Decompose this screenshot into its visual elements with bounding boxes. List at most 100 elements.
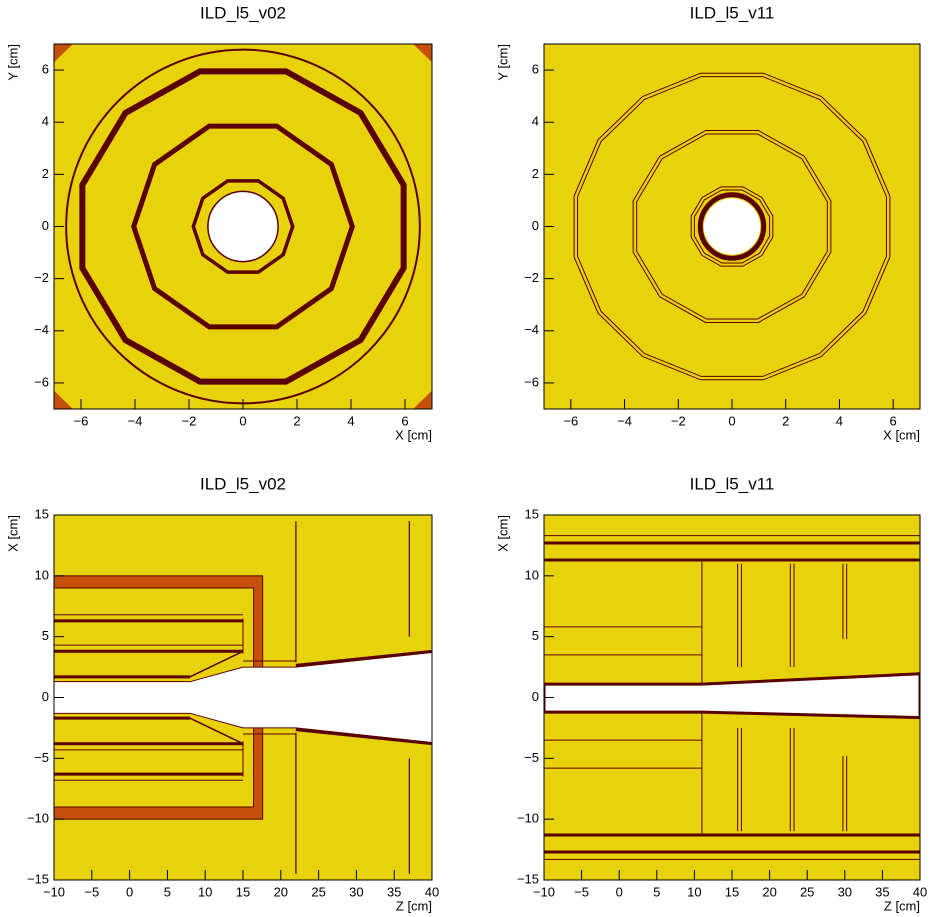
- layer: [693, 189, 771, 264]
- x-tick-label: 15: [236, 884, 250, 899]
- x-tick-label: −6: [74, 413, 89, 428]
- layer: [573, 72, 891, 381]
- x-axis-label: X [cm]: [883, 427, 920, 442]
- layer: [690, 186, 774, 267]
- y-tick-label: −10: [27, 811, 49, 826]
- x-tick-label: 5: [653, 884, 660, 899]
- x-tick-label: 40: [425, 884, 439, 899]
- y-tick-label: −2: [34, 270, 49, 285]
- x-tick-label: 35: [875, 884, 889, 899]
- x-tick-label: −10: [533, 884, 555, 899]
- chart-title: ILD_l5_v11: [690, 3, 775, 22]
- y-tick-label: 4: [532, 114, 539, 129]
- corner-volume: [54, 390, 73, 409]
- beam-pipe: [544, 672, 920, 720]
- y-tick-label: 6: [42, 62, 49, 77]
- layer: [577, 76, 887, 377]
- y-axis-label: X [cm]: [495, 515, 510, 552]
- x-tick-label: 0: [728, 413, 735, 428]
- x-tick-label: 10: [687, 884, 701, 899]
- x-tick-label: 25: [311, 884, 325, 899]
- layer: [632, 130, 832, 323]
- y-tick-label: 0: [532, 689, 539, 704]
- x-tick-label: 4: [836, 413, 843, 428]
- y-tick-label: −6: [34, 374, 49, 389]
- plot-area: [544, 515, 920, 880]
- y-tick-label: 4: [42, 114, 49, 129]
- y-tick-label: −5: [524, 750, 539, 765]
- plot-area: [54, 515, 432, 880]
- corner-volume: [54, 44, 73, 63]
- x-tick-label: 35: [387, 884, 401, 899]
- y-axis-label: Y [cm]: [495, 44, 510, 81]
- y-tick-label: 2: [42, 166, 49, 181]
- chart-title: ILD_l5_v02: [200, 3, 286, 22]
- y-tick-label: 10: [35, 567, 49, 582]
- cone: [295, 727, 432, 746]
- y-tick-label: −5: [34, 750, 49, 765]
- corner-volume: [413, 390, 432, 409]
- corner-volume: [413, 44, 432, 63]
- inner-layer: [697, 192, 767, 261]
- y-tick-label: 2: [532, 166, 539, 181]
- y-tick-label: 6: [532, 62, 539, 77]
- y-axis-label: Y [cm]: [5, 44, 20, 81]
- x-tick-label: −6: [563, 413, 578, 428]
- y-tick-label: −10: [517, 811, 539, 826]
- chart-title: ILD_l5_v02: [200, 474, 286, 493]
- panel: ILD_l5_v11 X [cm] Y [cm] −6 −4 −2 0 2 4 6 −6 −4 −2 0 2…: [495, 3, 921, 442]
- x-axis-label: X [cm]: [395, 427, 432, 442]
- x-tick-label: −4: [128, 413, 143, 428]
- x-tick-label: 6: [401, 413, 408, 428]
- x-tick-label: 20: [274, 884, 288, 899]
- x-tick-label: 0: [239, 413, 246, 428]
- y-tick-label: 5: [42, 628, 49, 643]
- y-tick-label: −4: [34, 322, 49, 337]
- x-tick-label: 30: [838, 884, 852, 899]
- x-tick-label: 40: [913, 884, 927, 899]
- x-tick-label: −4: [617, 413, 632, 428]
- x-tick-label: 0: [126, 884, 133, 899]
- x-tick-label: 4: [347, 413, 354, 428]
- y-tick-label: −15: [517, 871, 539, 886]
- x-tick-label: −2: [671, 413, 686, 428]
- x-tick-label: 10: [198, 884, 212, 899]
- y-tick-label: 10: [525, 567, 539, 582]
- x-tick-label: 5: [164, 884, 171, 899]
- ladder: [189, 717, 244, 745]
- plot-area: [54, 44, 432, 409]
- y-tick-label: 0: [42, 218, 49, 233]
- layer: [636, 133, 828, 320]
- y-tick-label: 15: [525, 506, 539, 521]
- y-tick-label: 0: [42, 689, 49, 704]
- panel: ILD_l5_v02 X [cm] Y [cm] −6 −4 −2 0 2 4 6 −6 −4 −2 0 2…: [5, 3, 433, 442]
- x-tick-label: −5: [574, 884, 589, 899]
- x-tick-label: 25: [800, 884, 814, 899]
- x-tick-label: 6: [890, 413, 897, 428]
- y-tick-label: −4: [524, 322, 539, 337]
- x-tick-label: −10: [43, 884, 65, 899]
- x-tick-label: 15: [725, 884, 739, 899]
- panel: ILD_l5_v02 Z [cm] X [cm] −10 −5 0 5 10 15 20 25 30 3…: [5, 474, 439, 913]
- x-axis-label: Z [cm]: [884, 898, 920, 913]
- y-tick-label: −6: [524, 374, 539, 389]
- cone: [295, 649, 432, 668]
- y-tick-label: −2: [524, 270, 539, 285]
- beam-pipe: [54, 651, 432, 744]
- chart-title: ILD_l5_v11: [690, 474, 775, 493]
- y-tick-label: −15: [27, 871, 49, 886]
- plot-area: [544, 44, 920, 409]
- beam-pipe: [703, 198, 761, 255]
- x-tick-label: 2: [293, 413, 300, 428]
- y-axis-label: X [cm]: [5, 515, 20, 552]
- x-tick-label: 20: [762, 884, 776, 899]
- y-tick-label: 0: [532, 218, 539, 233]
- x-tick-label: 0: [616, 884, 623, 899]
- layer: [131, 123, 355, 330]
- x-tick-label: −5: [84, 884, 99, 899]
- layer: [191, 179, 295, 274]
- ladder: [189, 650, 244, 678]
- x-tick-label: 30: [349, 884, 363, 899]
